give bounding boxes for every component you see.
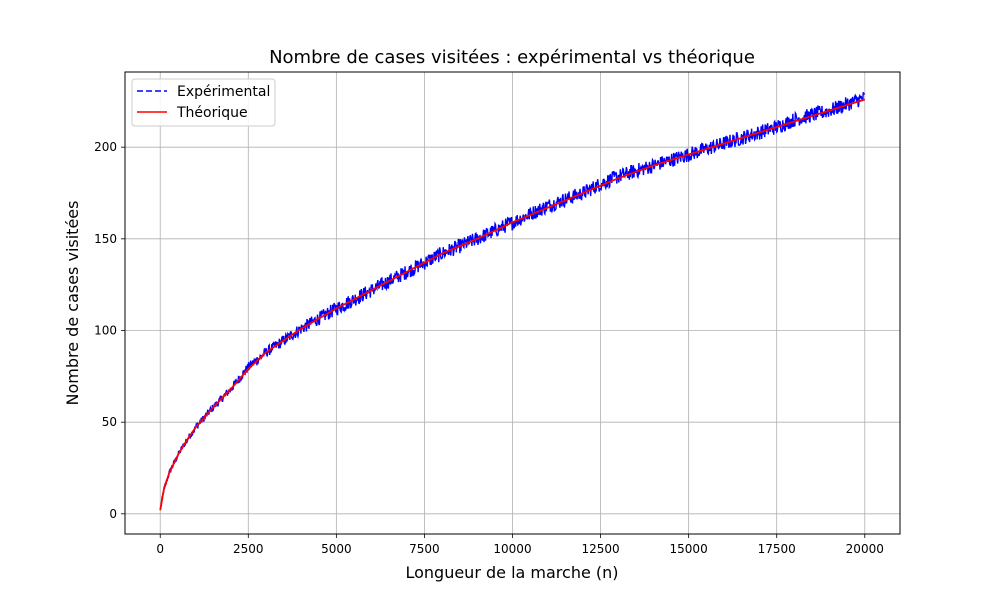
- y-tick-label: 200: [94, 140, 117, 154]
- series-line-experimental: [159, 92, 866, 508]
- x-tick-label: 2500: [233, 542, 264, 556]
- y-tick-label: 50: [102, 415, 117, 429]
- x-tick-label: 15000: [670, 542, 708, 556]
- x-tick-label: 20000: [846, 542, 884, 556]
- grid: [125, 72, 900, 534]
- y-tick-label: 0: [109, 507, 117, 521]
- legend-label-experimental: Expérimental: [177, 84, 270, 100]
- legend: Expérimental Théorique: [131, 78, 276, 127]
- legend-label-theoretical: Théorique: [176, 105, 248, 121]
- x-tick-label: 10000: [493, 542, 531, 556]
- y-tick-label: 100: [94, 324, 117, 338]
- x-tick-label: 5000: [321, 542, 352, 556]
- series-line-theoretical: [159, 98, 866, 511]
- y-axis-label: Nombre de cases visitées: [63, 201, 82, 406]
- x-tick-label: 0: [156, 542, 164, 556]
- y-tick-label: 150: [94, 232, 117, 246]
- y-axis-ticks: 0 50 100 150 200: [94, 140, 125, 521]
- x-axis-ticks: 0 2500 5000 7500 10000 12500 15000 17500 20000: [156, 534, 884, 556]
- legend-box: [131, 78, 276, 127]
- plot-series: [159, 92, 866, 511]
- chart-title: Nombre de cases visitées : expérimental …: [269, 47, 755, 68]
- x-tick-label: 12500: [581, 542, 619, 556]
- x-tick-label: 7500: [409, 542, 440, 556]
- x-tick-label: 17500: [758, 542, 796, 556]
- x-axis-label: Longueur de la marche (n): [405, 563, 618, 582]
